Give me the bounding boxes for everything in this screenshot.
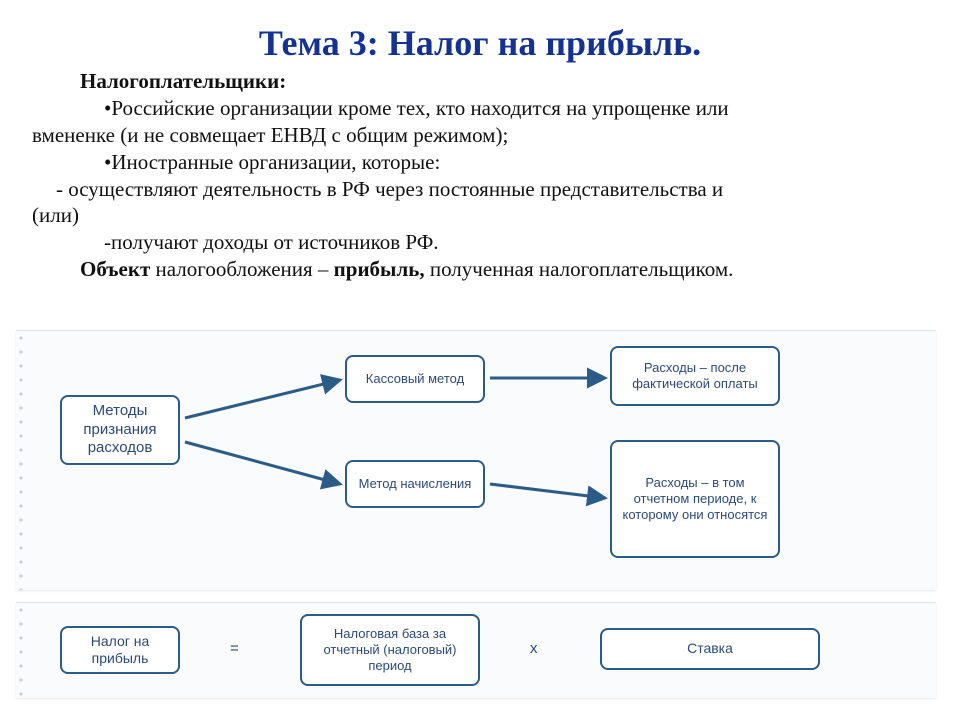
- taxpayers-label: Налогоплательщики:: [32, 68, 928, 95]
- node-methods: Методы признания расходов: [60, 395, 180, 465]
- dash-2: -получают доходы от источников РФ.: [32, 229, 928, 256]
- node-period: Расходы – в том отчетном периоде, к кото…: [610, 440, 780, 558]
- object-line: Объект налогообложения – прибыль, получе…: [32, 256, 928, 283]
- slide: Тема 3: Налог на прибыль. Налогоплательщ…: [0, 0, 960, 720]
- dash-1-cont: (или): [32, 202, 928, 229]
- node-kassovy: Кассовый метод: [345, 355, 485, 403]
- node-tax: Налог на прибыль: [60, 626, 180, 674]
- bullet-1-cont: вмененке (и не совмещает ЕНВД с общим ре…: [32, 122, 928, 149]
- node-base: Налоговая база за отчетный (налоговый) п…: [300, 614, 480, 686]
- node-nachisl: Метод начисления: [345, 460, 485, 508]
- operator: x: [530, 640, 538, 657]
- dash-1: - осуществляют деятельность в РФ через п…: [32, 176, 928, 203]
- slide-title: Тема 3: Налог на прибыль.: [0, 0, 960, 64]
- body-text: Налогоплательщики: •Российские организац…: [0, 64, 960, 283]
- bullet-2: •Иностранные организации, которые:: [32, 149, 928, 176]
- node-stavka: Ставка: [600, 628, 820, 670]
- node-afterpay: Расходы – после фактической оплаты: [610, 346, 780, 406]
- operator: =: [230, 640, 239, 657]
- bullet-1: •Российские организации кроме тех, кто н…: [32, 95, 928, 122]
